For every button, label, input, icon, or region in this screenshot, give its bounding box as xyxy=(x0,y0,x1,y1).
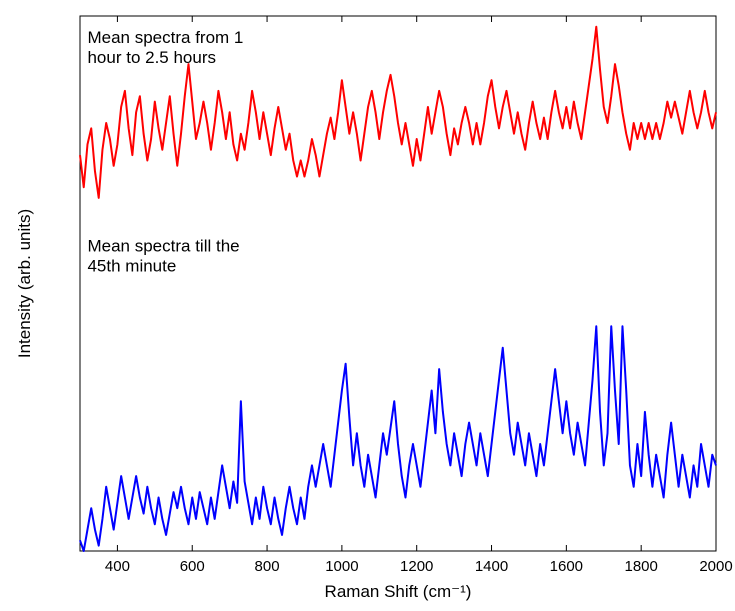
series-annotation-0: hour to 2.5 hours xyxy=(87,48,216,67)
x-tick-label: 600 xyxy=(180,558,205,575)
x-tick-label: 1800 xyxy=(624,558,657,575)
x-tick-label: 1000 xyxy=(325,558,358,575)
x-tick-label: 1400 xyxy=(475,558,508,575)
x-tick-label: 1600 xyxy=(550,558,583,575)
series-annotation-1: 45th minute xyxy=(87,256,176,275)
x-tick-label: 400 xyxy=(105,558,130,575)
x-tick-label: 800 xyxy=(255,558,280,575)
chart-svg: 400 600 800 1000 1200 1400 1600 1800 2000 Raman S… xyxy=(0,0,735,611)
spectra-chart: 400 600 800 1000 1200 1400 1600 1800 2000 Raman S… xyxy=(0,0,735,611)
x-tick-label: 2000 xyxy=(699,558,732,575)
series-annotation-0: Mean spectra from 1 xyxy=(87,28,243,47)
x-axis-label: Raman Shift (cm⁻¹) xyxy=(325,582,472,601)
y-axis-label: Intensity (arb. units) xyxy=(15,209,34,358)
series-annotation-1: Mean spectra till the xyxy=(87,236,239,255)
x-tick-label: 1200 xyxy=(400,558,433,575)
